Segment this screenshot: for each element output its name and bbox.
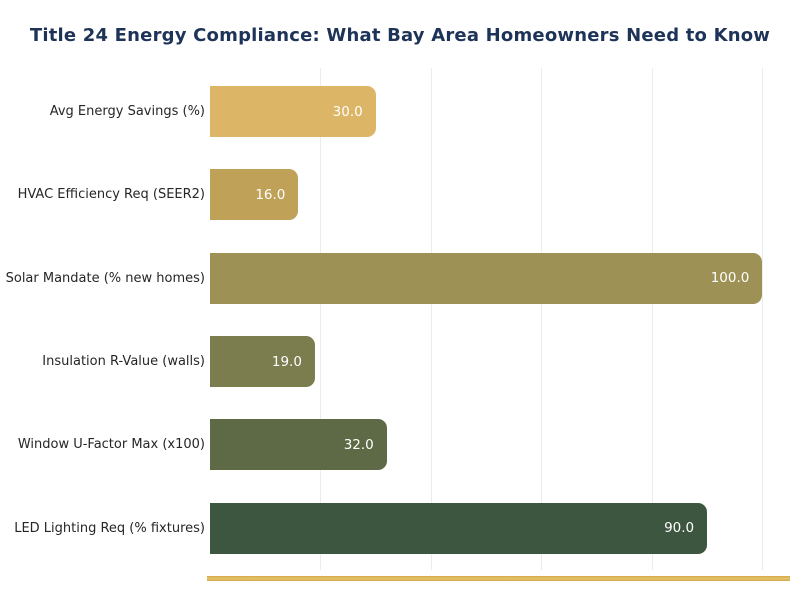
bar-value-label: 100.0 [710, 270, 750, 287]
bar-row: LED Lighting Req (% fixtures) 90.0 [0, 487, 800, 570]
bar-value-label: 19.0 [271, 353, 302, 370]
gridline-x-40 [430, 68, 432, 570]
gridline-x-80 [651, 68, 653, 570]
gridline-x-100 [762, 68, 764, 570]
category-label: Insulation R-Value (walls) [42, 354, 205, 370]
bar-value-label: 30.0 [332, 103, 363, 120]
gridline-x-20 [320, 68, 322, 570]
bar-row: Window U-Factor Max (x100) 32.0 [0, 403, 800, 486]
bar-value-label: 32.0 [343, 436, 374, 453]
gridline-x-60 [541, 68, 543, 570]
bar: 19.0 [210, 336, 315, 388]
bar-value-label: 16.0 [255, 186, 286, 203]
bar-row: Avg Energy Savings (%) 30.0 [0, 70, 800, 153]
bar: 30.0 [210, 86, 376, 138]
category-label: LED Lighting Req (% fixtures) [14, 520, 205, 536]
bar: 90.0 [210, 502, 708, 554]
chart-title: Title 24 Energy Compliance: What Bay Are… [29, 25, 771, 46]
bar: 100.0 [210, 252, 763, 304]
bar-row: HVAC Efficiency Req (SEER2) 16.0 [0, 153, 800, 236]
x-axis-baseline [207, 576, 790, 581]
bar: 32.0 [210, 419, 387, 471]
bar: 16.0 [210, 169, 299, 221]
category-label: Solar Mandate (% new homes) [5, 270, 205, 286]
bar-value-label: 90.0 [664, 520, 695, 537]
bar-row: Solar Mandate (% new homes) 100.0 [0, 237, 800, 320]
category-label: Window U-Factor Max (x100) [17, 437, 205, 453]
bar-rows-layer: Avg Energy Savings (%) 30.0 HVAC Efficienc… [0, 70, 800, 570]
bar-row: Insulation R-Value (walls) 19.0 [0, 320, 800, 403]
category-label: Avg Energy Savings (%) [49, 104, 205, 120]
category-label: HVAC Efficiency Req (SEER2) [17, 187, 205, 203]
